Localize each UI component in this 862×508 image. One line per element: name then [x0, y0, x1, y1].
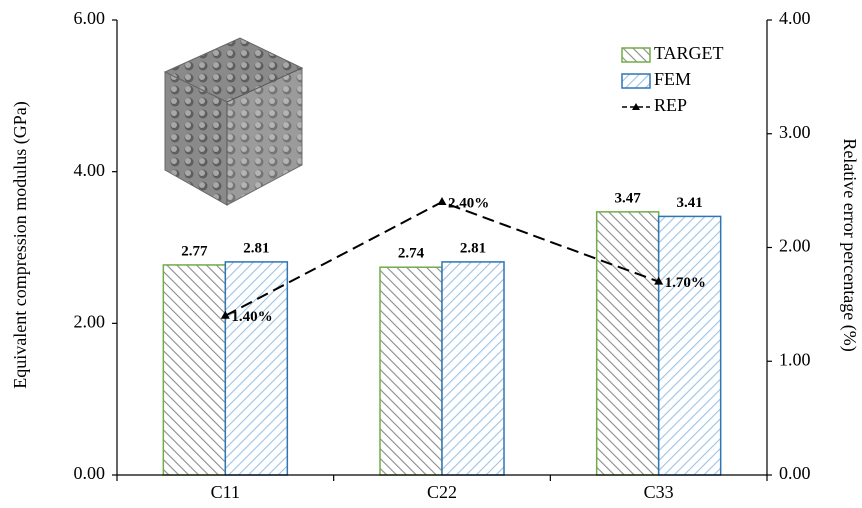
bar: [225, 262, 287, 475]
bar-value-label: 2.81: [243, 240, 269, 256]
bar-value-label: 3.47: [615, 190, 642, 206]
bar: [597, 212, 659, 475]
legend-label: REP: [654, 95, 687, 115]
y2-tick-label: 4.00: [779, 8, 811, 28]
legend-label: FEM: [654, 69, 691, 89]
y2-tick-label: 2.00: [779, 236, 811, 256]
bar-value-label: 3.41: [677, 195, 703, 211]
line-value-label: 1.40%: [231, 309, 272, 325]
x-tick-label: C33: [644, 482, 674, 502]
line-marker: [438, 197, 447, 205]
bar: [442, 262, 504, 475]
bar-value-label: 2.81: [460, 240, 486, 256]
bar-value-label: 2.74: [398, 246, 425, 262]
legend-item: FEM: [622, 69, 691, 89]
legend-item: TARGET: [622, 43, 724, 63]
legend-item: REP: [622, 95, 687, 115]
y2-tick-label: 0.00: [779, 463, 811, 483]
y-tick-label: 6.00: [74, 8, 106, 28]
y-tick-label: 2.00: [74, 311, 106, 331]
y2-axis-label: Relative error percentage (%): [839, 138, 860, 351]
y-tick-label: 0.00: [74, 463, 106, 483]
legend-swatch: [622, 48, 650, 62]
y-tick-label: 4.00: [74, 160, 106, 180]
x-tick-label: C22: [427, 482, 457, 502]
bar: [163, 265, 225, 475]
bar: [380, 267, 442, 475]
bar-value-label: 2.77: [181, 243, 208, 259]
bar: [659, 216, 721, 475]
legend-label: TARGET: [654, 43, 724, 63]
y2-tick-label: 3.00: [779, 122, 811, 142]
y2-tick-label: 1.00: [779, 349, 811, 369]
x-tick-label: C11: [211, 482, 240, 502]
y-axis-label: Equivalent compression modulus (GPa): [10, 101, 31, 388]
line-value-label: 2.40%: [448, 195, 489, 211]
cube-illustration: [165, 38, 302, 205]
legend-swatch: [622, 74, 650, 88]
line-value-label: 1.70%: [665, 275, 706, 291]
chart: Equivalent compression modulus (GPa) Rel…: [0, 0, 862, 508]
